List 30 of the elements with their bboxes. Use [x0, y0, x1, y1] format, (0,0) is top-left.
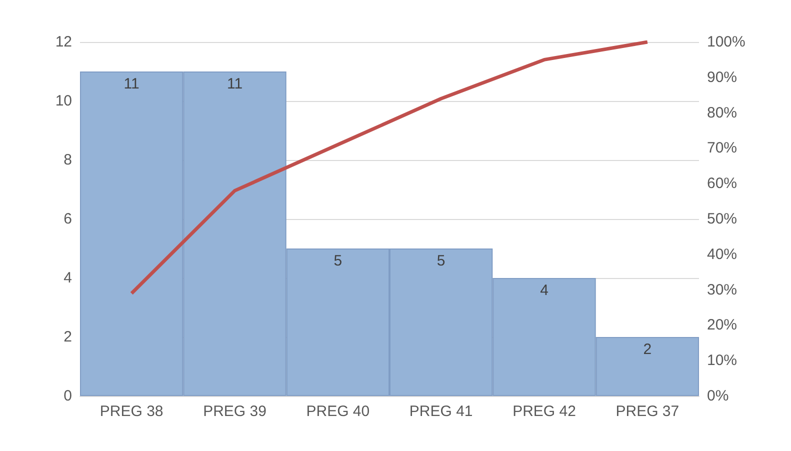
- x-tick-label: PREG 41: [409, 403, 473, 420]
- x-tick-label: PREG 38: [100, 403, 164, 420]
- data-label: 5: [436, 252, 446, 270]
- y2-tick-label: 0%: [707, 388, 729, 404]
- y2-tick-label: 90%: [707, 68, 738, 86]
- y2-tick-label: 100%: [707, 34, 746, 50]
- y2-tick-label: 60%: [707, 175, 738, 192]
- y-tick-label: 4: [64, 270, 72, 286]
- data-label: 11: [226, 76, 243, 92]
- y2-tick-label: 80%: [707, 104, 738, 122]
- data-label: 5: [334, 252, 342, 270]
- data-label: 2: [643, 341, 652, 358]
- y-tick-label: 6: [64, 210, 72, 228]
- x-tick-label: PREG 37: [616, 403, 680, 420]
- x-tick-label: PREG 42: [512, 403, 576, 420]
- y2-tick-label: 10%: [707, 352, 738, 370]
- y-tick-label: 10: [55, 92, 72, 110]
- data-label: 11: [124, 76, 140, 92]
- x-tick-label: PREG 39: [203, 403, 266, 420]
- y2-tick-label: 30%: [707, 281, 738, 298]
- y2-tick-label: 20%: [707, 316, 738, 334]
- y-tick-label: 8: [64, 152, 72, 168]
- y2-tick-label: 40%: [707, 246, 738, 263]
- y-tick-label: 12: [55, 34, 72, 50]
- y2-tick-label: 70%: [707, 140, 738, 157]
- data-label: 4: [540, 282, 548, 299]
- y-tick-label: 0: [64, 388, 72, 404]
- y2-tick-label: 50%: [707, 210, 738, 228]
- y-tick-label: 2: [64, 328, 72, 346]
- x-tick-label: PREG 40: [306, 403, 370, 420]
